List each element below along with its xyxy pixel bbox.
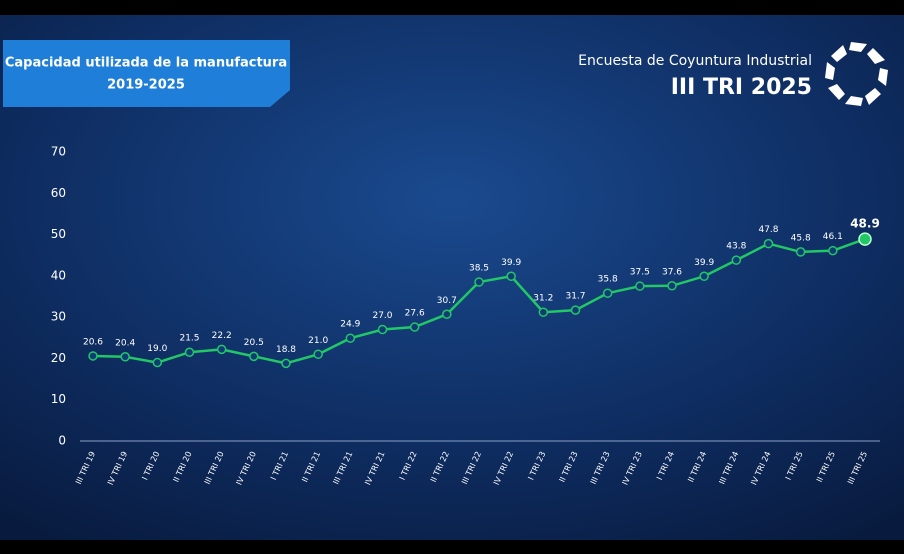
data-label: 24.9: [340, 320, 360, 330]
data-point: [635, 281, 645, 291]
y-tick-label: 70: [51, 145, 66, 159]
data-point: [120, 352, 130, 362]
chart-subtitle: 2019-2025: [107, 78, 185, 93]
y-tick-label: 30: [51, 310, 66, 324]
title-box: [3, 40, 290, 107]
data-point: [763, 238, 774, 249]
data-point: [570, 305, 581, 315]
data-point: [858, 232, 872, 246]
data-point: [216, 344, 227, 355]
data-label: 20.4: [115, 338, 135, 348]
y-tick-label: 10: [51, 392, 66, 406]
data-label: 37.5: [630, 268, 650, 278]
data-point: [345, 333, 356, 343]
data-label: 35.8: [598, 275, 618, 285]
y-tick-label: 60: [51, 186, 66, 200]
data-label: 48.9: [850, 217, 880, 231]
data-label: 37.6: [662, 267, 682, 277]
data-point: [699, 271, 709, 282]
survey-name: Encuesta de Coyuntura Industrial: [578, 53, 812, 69]
data-label: 20.6: [83, 337, 103, 347]
data-point: [474, 277, 484, 287]
data-point: [731, 255, 742, 265]
data-point: [795, 247, 806, 257]
data-label: 18.8: [276, 345, 296, 355]
data-label: 38.5: [469, 264, 489, 274]
data-point: [249, 351, 259, 362]
data-label: 30.7: [437, 296, 457, 306]
data-point: [667, 281, 677, 291]
data-label: 39.9: [694, 258, 714, 268]
y-tick-label: 20: [51, 351, 66, 365]
data-point: [184, 347, 195, 357]
data-label: 31.7: [565, 292, 585, 302]
data-label: 46.1: [823, 232, 843, 242]
data-label: 31.2: [533, 294, 553, 304]
data-point: [281, 358, 291, 369]
data-point: [88, 351, 98, 361]
data-label: 22.2: [212, 331, 232, 341]
data-label: 45.8: [791, 233, 811, 243]
data-point: [313, 349, 323, 360]
data-label: 27.6: [405, 309, 425, 319]
chart-title: Capacidad utilizada de la manufactura: [5, 56, 287, 71]
data-point: [538, 307, 549, 317]
y-tick-label: 0: [58, 434, 66, 448]
data-point: [152, 357, 163, 368]
data-label: 21.5: [179, 334, 199, 344]
data-label: 43.8: [726, 242, 746, 252]
data-label: 39.9: [501, 258, 521, 268]
data-label: 47.8: [758, 225, 778, 235]
y-tick-label: 50: [51, 227, 66, 241]
y-tick-label: 40: [51, 268, 66, 282]
data-label: 27.0: [372, 311, 392, 321]
data-point: [442, 309, 452, 320]
survey-period: III TRI 2025: [671, 75, 812, 100]
data-point: [602, 288, 613, 298]
data-point: [506, 271, 516, 282]
data-point: [377, 324, 388, 335]
data-label: 19.0: [147, 344, 167, 354]
data-point: [828, 245, 838, 256]
data-label: 21.0: [308, 336, 328, 346]
data-point: [409, 322, 420, 332]
data-label: 20.5: [244, 338, 264, 348]
logo: [825, 42, 888, 106]
